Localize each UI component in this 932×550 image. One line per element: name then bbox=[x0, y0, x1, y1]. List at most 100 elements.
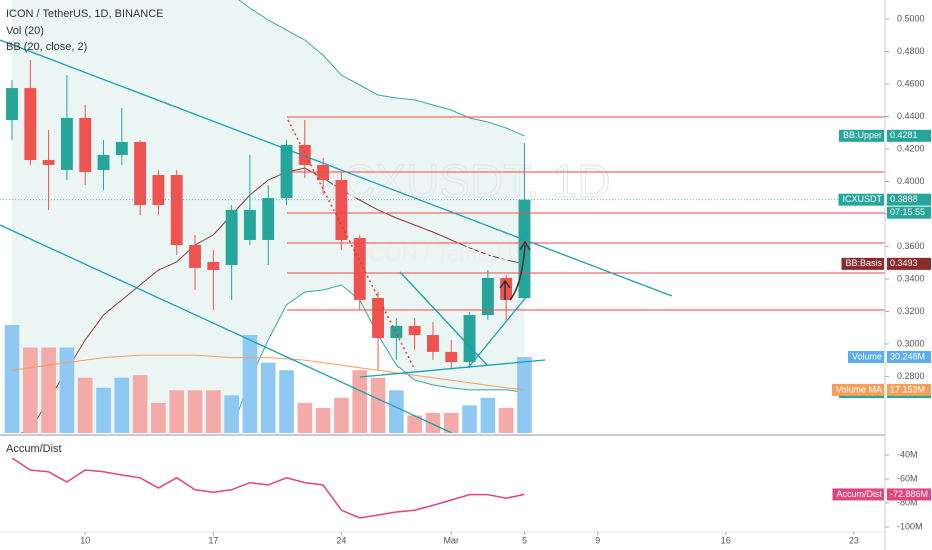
y-tick-label: 0.4400 bbox=[897, 111, 925, 121]
badge-value: 30.248M bbox=[890, 351, 925, 361]
volume-bar bbox=[462, 405, 477, 433]
watermark: ICXUSDT, 1D bbox=[329, 155, 610, 207]
badge-value-box bbox=[887, 488, 931, 501]
candle-body bbox=[408, 325, 421, 336]
volume-bar bbox=[297, 402, 313, 433]
y-tick-label: 0.4200 bbox=[897, 143, 925, 153]
indicator-label: Accum/Dist bbox=[6, 443, 62, 455]
band-line bbox=[20, 167, 525, 433]
arrow bbox=[509, 240, 531, 301]
indicator-label: BB (20, close, 2) bbox=[6, 41, 87, 53]
candle-body bbox=[481, 277, 494, 316]
volume-bar bbox=[315, 407, 331, 433]
candle-body bbox=[262, 198, 275, 240]
candle-body bbox=[500, 277, 513, 300]
candle-body bbox=[426, 335, 439, 352]
y-tick-label: 0.3000 bbox=[897, 338, 925, 348]
volume-ma bbox=[11, 354, 525, 391]
y-tick-label: 0.4600 bbox=[897, 78, 925, 88]
candle-body bbox=[243, 209, 256, 240]
badge-name-box bbox=[832, 488, 884, 501]
ad-line bbox=[11, 457, 525, 519]
candle-body bbox=[115, 142, 128, 156]
volume-bar bbox=[260, 362, 276, 433]
badge-name: Volume MA bbox=[836, 384, 882, 394]
badge-value: -72.886M bbox=[890, 489, 928, 499]
trend-line bbox=[0, 39, 673, 297]
candle-body bbox=[207, 261, 220, 271]
y-tick-label: 0.5000 bbox=[897, 13, 925, 23]
band-line bbox=[238, 0, 525, 137]
badge-value: 07:15:55 bbox=[890, 207, 925, 217]
candle-body bbox=[225, 209, 238, 265]
axes: 0.5000 0.4800 0.4600 0.4400 0.4200 0.4000 0.38… bbox=[80, 13, 924, 545]
candle-body bbox=[42, 160, 55, 165]
volume-bar bbox=[132, 375, 148, 433]
trend-line bbox=[399, 271, 488, 366]
candle-layer bbox=[0, 59, 885, 370]
volume-bar bbox=[279, 370, 294, 433]
candle-body bbox=[6, 88, 18, 121]
candle-body bbox=[97, 155, 110, 170]
candle-body bbox=[280, 144, 293, 199]
y-tick-label: 0.3600 bbox=[897, 241, 925, 251]
volume-bar bbox=[151, 402, 166, 433]
candle-body bbox=[390, 325, 403, 338]
candle-body bbox=[189, 245, 201, 268]
badge-name-box bbox=[838, 129, 884, 142]
badge-value: 17.153M bbox=[890, 384, 925, 394]
candle-body bbox=[79, 117, 92, 173]
trend-line bbox=[467, 295, 528, 369]
x-tick-label: 9 bbox=[595, 535, 600, 545]
volume-bar bbox=[389, 390, 404, 433]
band-line bbox=[225, 284, 525, 433]
indicator-label: Vol (20) bbox=[6, 25, 44, 37]
badge-value-box bbox=[887, 206, 931, 219]
drawings bbox=[0, 39, 885, 433]
x-tick-label: 16 bbox=[721, 535, 731, 545]
candle-body bbox=[335, 180, 348, 240]
badge-value-box bbox=[887, 383, 931, 396]
badge-value: 0.4281 bbox=[890, 130, 918, 140]
candle-body bbox=[353, 238, 366, 300]
price-pane: ICXUSDT, 1D ICON / TetherUS bbox=[0, 0, 885, 433]
volume-layer bbox=[4, 324, 532, 433]
badge-name-box bbox=[838, 193, 884, 206]
volume-bar bbox=[59, 347, 75, 433]
candle-body bbox=[298, 144, 311, 165]
volume-bar bbox=[498, 407, 514, 433]
volume-bar bbox=[224, 395, 239, 433]
volume-bar bbox=[206, 390, 221, 433]
badge-value-box bbox=[887, 257, 931, 270]
chart-title: ICON / TetherUS, 1D, BINANCE bbox=[6, 8, 164, 20]
dotted-path bbox=[287, 119, 416, 371]
y-tick-label: 0.4800 bbox=[897, 46, 925, 56]
badges: 0.4281BB:Upper0.3493BB:Basis0.2704BB:Low… bbox=[831, 129, 931, 501]
badge-name: BB:Basis bbox=[845, 258, 882, 268]
volume-bar bbox=[480, 397, 496, 433]
badge-name-box bbox=[847, 350, 884, 363]
volume-bar bbox=[370, 377, 386, 433]
volume-bar bbox=[425, 412, 441, 433]
volume-bar bbox=[407, 415, 422, 433]
badge-value-box bbox=[887, 193, 931, 206]
x-tick-label: 5 bbox=[522, 535, 527, 545]
candle-body bbox=[24, 88, 37, 161]
volume-bar bbox=[334, 397, 349, 433]
volume-bar bbox=[187, 390, 203, 433]
badge-value-box bbox=[887, 350, 931, 363]
volume-bar bbox=[4, 324, 20, 433]
candle-body bbox=[445, 351, 458, 362]
x-tick-label: 17 bbox=[208, 535, 218, 545]
volume-bar bbox=[22, 347, 38, 433]
ad-tick-label: -100M bbox=[897, 521, 923, 531]
ad-tick-label: -80M bbox=[897, 497, 918, 507]
y-tick-label: 0.3200 bbox=[897, 306, 925, 316]
volume-bar bbox=[352, 370, 368, 433]
candle-body bbox=[463, 315, 476, 362]
trend-line bbox=[359, 359, 546, 378]
ad-tick-label: -60M bbox=[897, 473, 918, 483]
candle-body bbox=[170, 174, 183, 246]
ad-tick-label: -40M bbox=[897, 449, 918, 459]
